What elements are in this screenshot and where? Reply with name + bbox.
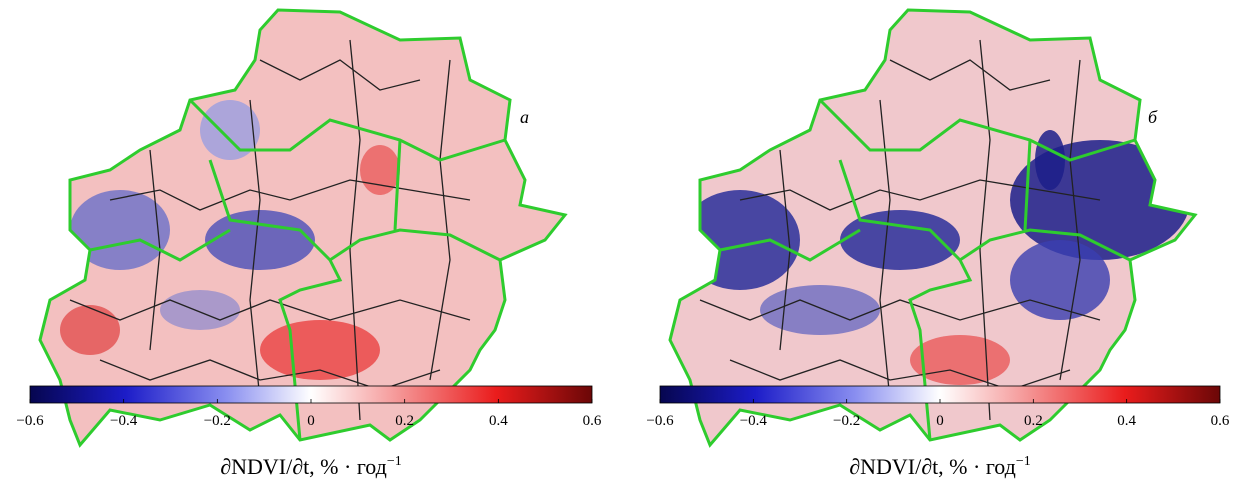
colorbar-label: ∂NDVI/∂t, % · год−1 bbox=[220, 454, 402, 479]
tick-label: −0.6 bbox=[646, 413, 674, 429]
panel-letter: б bbox=[1148, 107, 1158, 127]
colorbar-label-text: ∂NDVI/∂t, % · год bbox=[220, 454, 387, 479]
tick-label: 0 bbox=[936, 413, 944, 429]
tick-label: 0.4 bbox=[1117, 413, 1136, 429]
colorbar-label-text: ∂NDVI/∂t, % · год bbox=[849, 454, 1016, 479]
colorbar-label-exponent: −1 bbox=[387, 454, 402, 469]
tick-label: 0.2 bbox=[395, 413, 414, 429]
tick-label: 0.6 bbox=[1211, 413, 1230, 429]
tick-label: −0.6 bbox=[16, 413, 44, 429]
panel-letter: а bbox=[520, 107, 529, 127]
tick-label: 0.4 bbox=[489, 413, 508, 429]
map-b bbox=[668, 8, 1197, 447]
colorbar-label-exponent: −1 bbox=[1016, 454, 1031, 469]
colorbar-label: ∂NDVI/∂t, % · год−1 bbox=[849, 454, 1031, 479]
tick-label: −0.4 bbox=[740, 413, 768, 429]
map-a bbox=[38, 8, 567, 447]
tick-label: 0.6 bbox=[583, 413, 602, 429]
tick-label: −0.4 bbox=[110, 413, 138, 429]
tick-label: 0 bbox=[307, 413, 315, 429]
tick-label: −0.2 bbox=[204, 413, 231, 429]
tick-label: 0.2 bbox=[1024, 413, 1043, 429]
tick-label: −0.2 bbox=[833, 413, 860, 429]
